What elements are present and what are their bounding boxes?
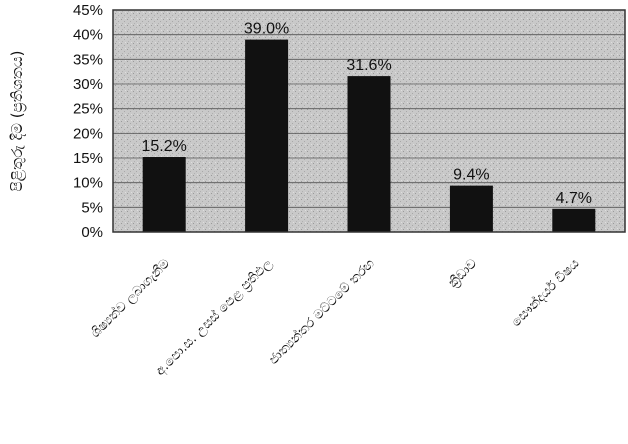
- y-tick-label: 5%: [81, 199, 103, 216]
- y-tick-label: 35%: [73, 51, 103, 68]
- y-tick-label: 10%: [73, 175, 103, 192]
- y-tick-label: 30%: [73, 76, 103, 93]
- data-labels: 15.2% 39.0% 31.6% 9.4% 4.7%: [142, 21, 593, 207]
- y-tick-label: 25%: [73, 101, 103, 118]
- y-tick-label: 15%: [73, 150, 103, 167]
- bar: [347, 76, 391, 233]
- data-label: 31.6%: [346, 57, 391, 74]
- y-tick-label: 20%: [73, 125, 103, 142]
- bar: [449, 185, 493, 232]
- category-label: ශිෂ්‍යත්ව ලබාගැනීම: [87, 255, 173, 341]
- y-tick-labels: 0% 5% 10% 15% 20% 25% 30% 35% 40% 45%: [73, 2, 103, 241]
- category-label: සෞන්දර්ය විෂය: [508, 255, 583, 330]
- y-tick-label: 40%: [73, 27, 103, 44]
- data-label: 9.4%: [453, 167, 489, 184]
- y-tick-label: 45%: [73, 2, 103, 19]
- x-category-labels: ශිෂ්‍යත්ව ලබාගැනීමඅ.පො.ස. උසස් පෙළ ප්‍රත…: [87, 255, 582, 378]
- plot-frame: [112, 9, 626, 233]
- bar: [245, 39, 289, 232]
- category-label: අ.පො.ස. උසස් පෙළ ප්‍රතිඵල: [152, 255, 275, 378]
- data-label: 4.7%: [556, 190, 592, 207]
- bars: [142, 39, 596, 233]
- data-label: 15.2%: [142, 138, 187, 155]
- bar: [552, 208, 596, 232]
- y-axis-title: පිළිතුරු දීම (ප්‍රතිශතය): [8, 50, 27, 191]
- data-label: 39.0%: [244, 21, 289, 38]
- category-label: ක්‍රීඩාව: [446, 256, 481, 291]
- bar: [142, 157, 186, 232]
- category-label: ජාත්‍යන්තර මට්ටමේ තරඟ: [265, 255, 378, 368]
- y-tick-label: 0%: [81, 224, 103, 241]
